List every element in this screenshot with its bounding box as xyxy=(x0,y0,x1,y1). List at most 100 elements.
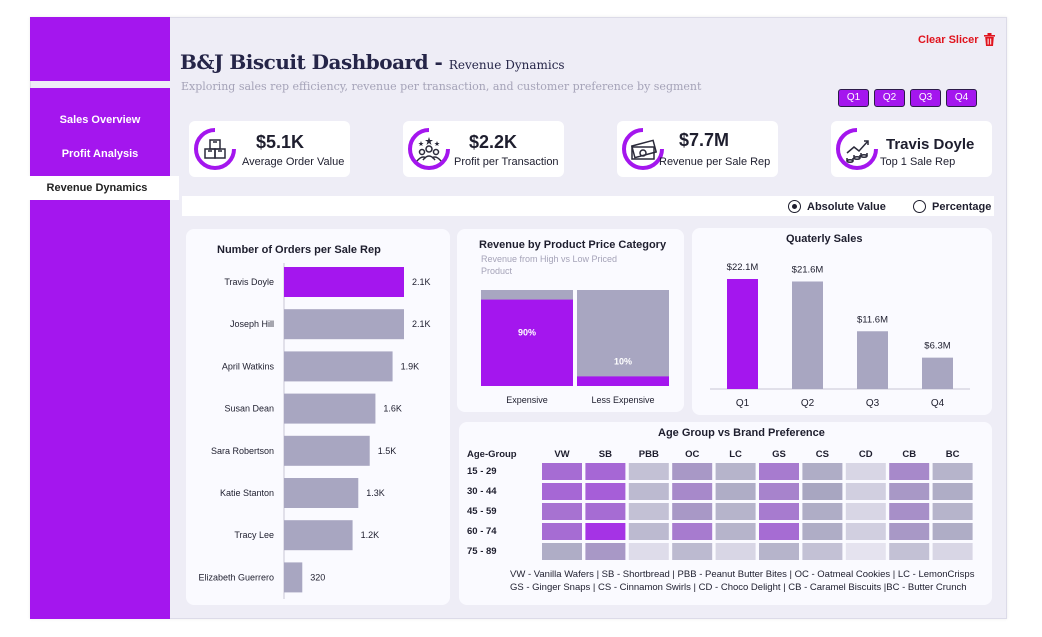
heatmap-cell xyxy=(889,523,930,540)
nav-profit-analysis[interactable]: Profit Analysis xyxy=(61,148,139,160)
heatmap-column-label: LC xyxy=(729,449,742,460)
radio-selected-icon xyxy=(788,200,801,213)
orders-data-label: 2.1K xyxy=(412,319,431,329)
orders-bar xyxy=(284,478,359,508)
price-category-label: Less Expensive xyxy=(591,395,654,405)
heatmap-cell xyxy=(932,483,973,500)
orders-bar xyxy=(284,267,404,297)
heatmap-cell xyxy=(759,523,799,540)
heatmap-cell xyxy=(542,543,582,560)
orders-category-label: Katie Stanton xyxy=(220,488,274,498)
heatmap-chart: Age-Group VW SB PBB OC LC GS CS CD CB BC 15 - 29 30 … xyxy=(467,449,973,560)
radio-absolute-label: Absolute Value xyxy=(807,200,886,213)
orders-chart: Travis Doyle 2.1K Joseph Hill 2.1K April Wat… xyxy=(198,263,431,599)
orders-category-label: Tracy Lee xyxy=(234,530,274,540)
heatmap-cell xyxy=(759,543,799,560)
price-bar-fill xyxy=(481,299,573,386)
trash-icon xyxy=(983,33,995,46)
heatmap-cell xyxy=(628,523,669,540)
heatmap-cell xyxy=(542,523,582,540)
price-data-label: 10% xyxy=(614,356,632,366)
price-chart-subtitle: Revenue from High vs Low Priced Product xyxy=(481,254,618,276)
heatmap-row-label: 45 - 59 xyxy=(467,506,497,517)
growth-coins-icon xyxy=(836,128,878,170)
heatmap-cell xyxy=(759,463,799,480)
price-bar-background xyxy=(577,290,669,386)
value-toggle-bar: Absolute Value Percentage xyxy=(182,196,994,216)
orders-data-label: 1.9K xyxy=(401,361,420,371)
kpi-value: $2.2K xyxy=(469,132,518,152)
page-title-main: B&J Biscuit Dashboard - xyxy=(180,50,449,74)
kpi-value: $7.7M xyxy=(679,130,730,150)
page-subtitle: Exploring sales rep efficiency, revenue … xyxy=(181,80,702,93)
kpi-label: Average Order Value xyxy=(242,156,345,168)
heatmap-cell xyxy=(542,503,582,520)
kpi-label: Top 1 Sale Rep xyxy=(880,156,956,168)
heatmap-cell xyxy=(585,463,626,480)
heatmap-cell xyxy=(628,483,669,500)
heatmap-column-label: VW xyxy=(554,449,569,460)
clear-slicer-button[interactable]: Clear Slicer xyxy=(918,33,995,46)
boxes-icon xyxy=(194,128,236,170)
quarterly-data-label: $11.6M xyxy=(857,314,888,325)
heatmap-column-label: SB xyxy=(599,449,612,460)
heatmap-cell xyxy=(845,483,886,500)
nav-sales-overview[interactable]: Sales Overview xyxy=(59,114,141,126)
price-data-label: 90% xyxy=(518,328,536,338)
team-star-icon xyxy=(408,128,450,170)
slicer-q4[interactable]: Q4 xyxy=(946,89,977,107)
heatmap-cell xyxy=(932,543,973,560)
heatmap-cell xyxy=(889,483,930,500)
orders-bar xyxy=(284,309,404,340)
quarterly-category-label: Q1 xyxy=(736,398,750,409)
heatmap-cell xyxy=(628,543,669,560)
heatmap-cell xyxy=(845,503,886,520)
kpi-average-order-value: $5.1K Average Order Value xyxy=(189,121,350,177)
heatmap-column-label: CB xyxy=(902,449,916,460)
slicer-q3[interactable]: Q3 xyxy=(910,89,941,107)
heatmap-cell xyxy=(672,483,713,500)
heatmap-row-label: 75 - 89 xyxy=(467,546,497,557)
heatmap-column-label: CS xyxy=(816,449,829,460)
quarterly-category-label: Q2 xyxy=(801,398,815,409)
price-category-card: Revenue by Product Price Category Revenu… xyxy=(457,229,684,412)
heatmap-cell xyxy=(672,523,713,540)
heatmap-cell xyxy=(715,523,756,540)
heatmap-cell xyxy=(802,463,843,480)
heatmap-cell xyxy=(932,503,973,520)
heatmap-cell xyxy=(802,503,843,520)
heatmap-cell xyxy=(585,503,626,520)
orders-data-label: 1.5K xyxy=(378,446,397,456)
kpi-value: Travis Doyle xyxy=(886,136,975,153)
kpi-revenue-per-sale-rep: $7.7M Revenue per Sale Rep xyxy=(617,121,778,177)
orders-category-label: Susan Dean xyxy=(224,404,274,414)
orders-chart-title: Number of Orders per Sale Rep xyxy=(217,244,381,256)
quarterly-bar xyxy=(792,281,823,389)
heatmap-cell xyxy=(845,543,886,560)
price-category-label: Expensive xyxy=(506,395,548,405)
heatmap-cell xyxy=(542,463,582,480)
heatmap-column-label: PBB xyxy=(639,449,659,460)
price-chart-title: Revenue by Product Price Category xyxy=(479,239,667,251)
slicer-q2[interactable]: Q2 xyxy=(874,89,905,107)
radio-absolute-value[interactable]: Absolute Value xyxy=(788,200,886,213)
clear-slicer-label: Clear Slicer xyxy=(918,33,979,46)
heatmap-cell xyxy=(759,483,799,500)
orders-category-label: Joseph Hill xyxy=(230,319,274,329)
quarter-slicer: Q1 Q2 Q3 Q4 xyxy=(838,89,977,107)
heatmap-cell xyxy=(802,543,843,560)
heatmap-cell xyxy=(845,523,886,540)
sidebar: Sales Overview Profit Analysis Revenue D… xyxy=(15,88,179,619)
radio-percentage[interactable]: Percentage xyxy=(913,200,991,213)
orders-data-label: 1.2K xyxy=(361,530,380,540)
nav-revenue-dynamics[interactable]: Revenue Dynamics xyxy=(15,176,179,200)
heatmap-cell xyxy=(715,503,756,520)
slicer-q1[interactable]: Q1 xyxy=(838,89,869,107)
quarterly-bar xyxy=(857,331,888,389)
orders-per-rep-card: Number of Orders per Sale Rep Travis Doy… xyxy=(186,229,450,605)
orders-bar xyxy=(284,393,376,424)
heatmap-cell xyxy=(759,503,799,520)
orders-data-label: 320 xyxy=(310,572,325,582)
orders-bar xyxy=(284,562,303,593)
orders-category-label: April Watkins xyxy=(222,361,275,371)
